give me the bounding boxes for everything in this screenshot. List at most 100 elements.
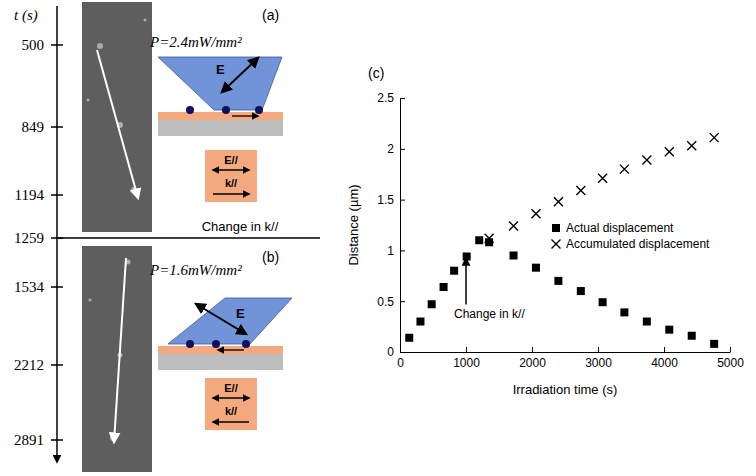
x-tick: 1000 xyxy=(453,347,480,370)
annotation-arrow xyxy=(465,258,467,304)
prism xyxy=(158,57,282,110)
vector-box xyxy=(205,150,257,202)
legend-marker xyxy=(552,240,561,249)
field-label: E xyxy=(236,306,245,321)
power-label: P=1.6mW/mm² xyxy=(149,262,242,278)
time-tick xyxy=(51,194,63,196)
y-tick-label: 0.5 xyxy=(377,295,394,309)
motion-arrow xyxy=(232,115,258,116)
data-marks xyxy=(405,133,718,348)
y-tick: 2 xyxy=(387,142,405,156)
x-tick: 5000 xyxy=(717,347,744,370)
x-tick-label: 5000 xyxy=(717,356,744,370)
x-tick-label: 1000 xyxy=(453,356,480,370)
film xyxy=(158,346,283,354)
particle xyxy=(242,340,250,348)
motion-arrow xyxy=(218,349,244,350)
power-label: P=2.4mW/mm² xyxy=(149,34,242,50)
y-tick-mark xyxy=(400,352,405,353)
prism xyxy=(168,298,292,344)
point xyxy=(428,300,436,308)
y-tick: 2.5 xyxy=(377,91,405,105)
point xyxy=(450,267,458,275)
y-tick-label: 1.5 xyxy=(377,193,394,207)
field-parallel-label: E// xyxy=(224,154,237,166)
time-tick xyxy=(51,439,63,441)
x-tick-mark xyxy=(532,347,533,352)
film xyxy=(158,112,283,120)
field-parallel-arrow xyxy=(213,397,249,398)
time-tick xyxy=(51,286,63,288)
particle xyxy=(186,340,194,348)
k-parallel-arrow xyxy=(213,193,249,194)
y-axis-line xyxy=(400,99,401,353)
y-tick-mark xyxy=(400,250,405,251)
annotation: Change in k// xyxy=(454,307,525,321)
x-tick-mark xyxy=(598,347,599,352)
particle xyxy=(186,106,194,114)
chart-c: 01000200030004000500000.511.522.5Irradia… xyxy=(346,65,744,397)
image-spot xyxy=(87,99,90,102)
point xyxy=(665,326,673,334)
time-axis-line xyxy=(56,6,58,462)
field-parallel-label: E// xyxy=(224,382,237,394)
legend-entry: Accumulated displacement xyxy=(552,237,711,251)
x-tick-label: 4000 xyxy=(651,356,678,370)
y-tick: 1.5 xyxy=(377,193,405,207)
point xyxy=(642,155,651,164)
x-axis-title: Irradiation time (s) xyxy=(513,382,618,397)
y-tick-mark xyxy=(400,149,405,150)
point xyxy=(710,340,718,348)
point xyxy=(485,234,494,243)
point xyxy=(599,298,607,306)
microscope-image xyxy=(82,246,152,472)
x-tick-label: 2000 xyxy=(519,356,546,370)
legend-entry: Actual displacement xyxy=(552,221,674,235)
field-label: E xyxy=(216,62,225,77)
trajectory-arrow xyxy=(97,50,138,198)
image-spot xyxy=(97,43,103,49)
y-axis-title: Distance (µm) xyxy=(346,184,361,265)
point xyxy=(598,174,607,183)
point xyxy=(577,287,585,295)
y-tick-label: 1 xyxy=(387,244,394,258)
legend-label: Actual displacement xyxy=(566,221,674,235)
point xyxy=(710,133,719,142)
point xyxy=(485,238,493,246)
time-tick-label: 2212 xyxy=(14,357,44,373)
microscope-image xyxy=(82,2,152,232)
point xyxy=(475,236,483,244)
particle xyxy=(222,106,230,114)
legend: Actual displacement Accumulated displacem… xyxy=(552,221,711,251)
k-parallel-arrow xyxy=(213,421,249,422)
y-tick-mark xyxy=(400,200,405,201)
y-tick-label: 0 xyxy=(387,345,394,359)
point xyxy=(687,141,696,150)
trajectory-arrow xyxy=(114,258,126,442)
substrate xyxy=(158,354,283,370)
vector-box xyxy=(205,378,257,430)
point xyxy=(688,332,696,340)
point xyxy=(416,318,424,326)
x-tick-mark xyxy=(730,347,731,352)
k-parallel-label: k// xyxy=(225,405,237,417)
point xyxy=(405,334,413,342)
legend-label: Accumulated displacement xyxy=(566,237,710,251)
image-spot xyxy=(89,299,92,302)
y-tick-label: 2 xyxy=(387,142,394,156)
time-tick-label: 1194 xyxy=(15,187,45,203)
panel-letter: (c) xyxy=(368,65,384,81)
x-tick: 2000 xyxy=(519,347,546,370)
point xyxy=(554,197,563,206)
figure: t (s)50084911941259153422122891Change in… xyxy=(0,0,756,476)
point xyxy=(620,165,629,174)
x-tick-label: 3000 xyxy=(585,356,612,370)
point xyxy=(620,308,628,316)
time-tick xyxy=(51,44,63,46)
field-parallel-arrow xyxy=(213,169,249,170)
time-tick xyxy=(51,126,63,128)
y-tick-mark xyxy=(400,98,405,99)
particle xyxy=(212,340,220,348)
y-tick: 1 xyxy=(387,244,405,258)
panels-ab: t (s)50084911941259153422122891Change in… xyxy=(14,2,320,472)
